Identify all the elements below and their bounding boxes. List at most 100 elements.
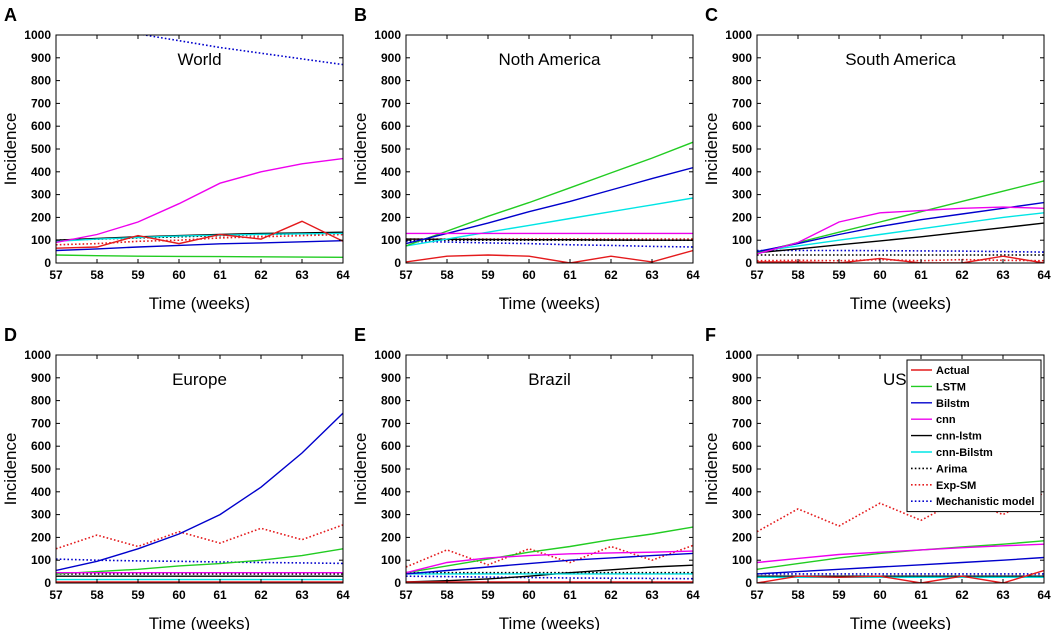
y-tick-label: 500	[31, 462, 51, 476]
series-group	[757, 180, 1044, 263]
y-tick-label: 300	[381, 188, 401, 202]
y-tick-label: 700	[31, 416, 51, 430]
x-axis-label: Time (weeks)	[499, 294, 600, 313]
y-tick-label: 700	[381, 96, 401, 110]
x-tick-label: 64	[336, 588, 350, 602]
series-line-actual	[757, 255, 1044, 263]
y-tick-label: 200	[31, 530, 51, 544]
y-tick-label: 1000	[24, 28, 51, 42]
x-tick-label: 64	[686, 588, 700, 602]
y-axis-label: Incidence	[1, 113, 20, 186]
y-tick-label: 300	[31, 508, 51, 522]
y-tick-label: 700	[381, 416, 401, 430]
y-tick-label: 700	[31, 96, 51, 110]
series-line-bilstm	[757, 201, 1044, 253]
legend: Actual LSTM Bilstm cnn cnn-lstm cnn-Bilstm Ari…	[906, 359, 1042, 513]
y-tick-label: 200	[31, 210, 51, 224]
y-tick-label: 900	[31, 371, 51, 385]
x-tick-label: 64	[1037, 268, 1051, 282]
legend-label: cnn-Bilstm	[936, 447, 993, 459]
y-tick-label: 600	[31, 439, 51, 453]
y-tick-label: 500	[732, 142, 752, 156]
y-tick-label: 900	[732, 51, 752, 65]
x-tick-label: 62	[955, 588, 969, 602]
x-axis-label: Time (weeks)	[149, 614, 250, 630]
panel-c: C 0 100 200 300 400 500 600 700 800 900 1000 57 58 59 6…	[702, 5, 1051, 313]
series-line-cnn-lstm	[757, 222, 1044, 254]
panel-b: B 0 100 200 300 400 500 600 700 800 900 1000 57 58 59 6…	[351, 5, 700, 313]
x-tick-label: 64	[686, 268, 700, 282]
y-tick-label: 400	[381, 165, 401, 179]
y-tick-label: 800	[381, 74, 401, 88]
y-tick-label: 800	[732, 394, 752, 408]
legend-item-arima: Arima	[911, 463, 968, 475]
y-tick-label: 900	[381, 371, 401, 385]
series-line-lstm	[757, 540, 1044, 570]
y-tick-label: 100	[381, 233, 401, 247]
y-tick-label: 500	[31, 142, 51, 156]
series-line-cnn-bilstm	[757, 212, 1044, 253]
series-line-actual	[757, 569, 1044, 583]
y-tick-label: 700	[732, 96, 752, 110]
series-line-bilstm	[757, 556, 1044, 575]
x-tick-label: 61	[213, 268, 227, 282]
x-tick-label: 61	[563, 588, 577, 602]
y-tick-label: 200	[732, 210, 752, 224]
x-tick-label: 57	[49, 588, 63, 602]
legend-label: Arima	[936, 463, 968, 475]
panel-title: South America	[845, 50, 956, 69]
series-line-cnn	[757, 206, 1044, 255]
y-tick-label: 300	[31, 188, 51, 202]
y-tick-label: 300	[732, 188, 752, 202]
series-line-cnn	[56, 157, 343, 244]
series-group	[56, 412, 343, 583]
x-tick-label: 57	[399, 268, 413, 282]
y-tick-label: 1000	[374, 28, 401, 42]
panel-letter: D	[4, 325, 17, 345]
y-tick-label: 900	[732, 371, 752, 385]
x-tick-label: 59	[131, 588, 145, 602]
series-line-bilstm	[406, 167, 693, 245]
y-tick-label: 400	[732, 165, 752, 179]
x-axis-label: Time (weeks)	[499, 614, 600, 630]
x-tick-label: 60	[522, 268, 536, 282]
panel-a: A 0 100 200 300 400 500 600 700 800 900 1000 57 58 59 6…	[1, 5, 350, 313]
legend-label: Bilstm	[936, 398, 970, 410]
y-tick-label: 200	[732, 530, 752, 544]
series-line-exp-sm	[406, 544, 693, 568]
y-tick-label: 300	[732, 508, 752, 522]
series-line-bilstm	[56, 412, 343, 572]
x-tick-label: 63	[996, 588, 1010, 602]
series-line-exp-sm	[757, 492, 1044, 533]
panel-letter: B	[354, 5, 367, 25]
panel-e: E 0 100 200 300 400 500 600 700 800 900 1000 57 58 59 6…	[351, 325, 700, 630]
series-group	[757, 492, 1044, 583]
series-line-actual	[56, 220, 343, 249]
y-tick-label: 0	[44, 576, 51, 590]
y-tick-label: 0	[745, 256, 752, 270]
y-tick-label: 500	[381, 142, 401, 156]
x-tick-label: 60	[522, 588, 536, 602]
y-tick-label: 0	[394, 576, 401, 590]
x-tick-label: 59	[481, 268, 495, 282]
y-tick-label: 100	[31, 233, 51, 247]
legend-label: Actual	[936, 365, 970, 377]
panel-letter: C	[705, 5, 718, 25]
axes-box	[756, 34, 1045, 264]
y-tick-label: 900	[31, 51, 51, 65]
panel-d: D 0 100 200 300 400 500 600 700 800 900 1000 57 58 59 6…	[1, 325, 350, 630]
series-line-mechanistic-model	[406, 575, 693, 580]
series-line-actual	[406, 249, 693, 263]
x-tick-label: 63	[295, 268, 309, 282]
series-line-cnn-bilstm	[406, 197, 693, 247]
panel-title: Brazil	[528, 370, 571, 389]
legend-label: cnn-lstm	[936, 431, 982, 443]
y-tick-label: 600	[732, 439, 752, 453]
y-tick-label: 600	[381, 439, 401, 453]
x-tick-label: 63	[645, 588, 659, 602]
x-tick-label: 60	[873, 588, 887, 602]
panel-title: Noth America	[498, 50, 601, 69]
series-line-mechanistic-model	[139, 35, 343, 66]
panel-f: F 0 100 200 300 400 500 600 700 800 900 1000 57 58 59 6…	[702, 325, 1051, 630]
